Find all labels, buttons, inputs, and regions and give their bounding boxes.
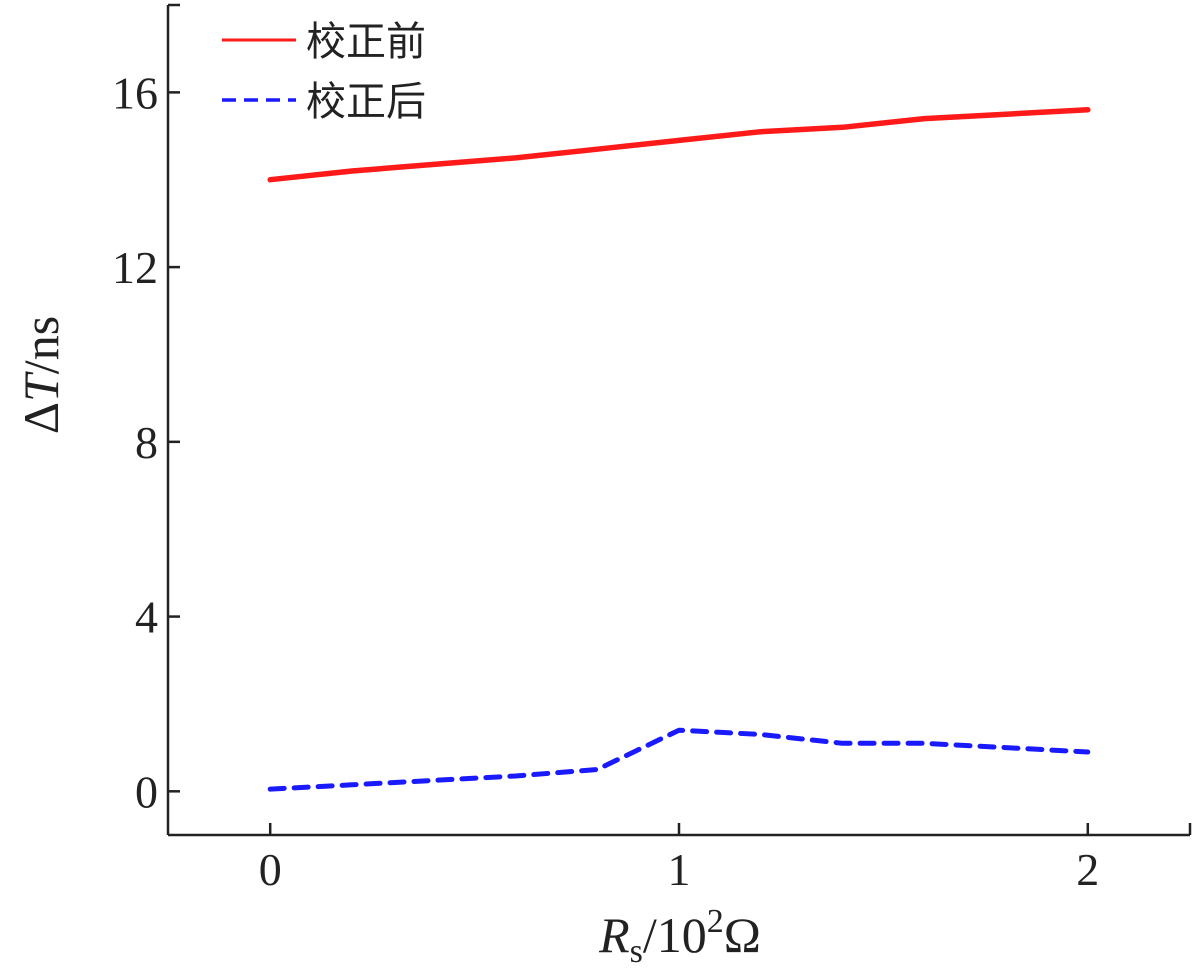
legend-label-after: 校正后 bbox=[306, 79, 426, 125]
x-label-main: R bbox=[598, 907, 630, 963]
legend-label-before: 校正前 bbox=[306, 19, 426, 65]
y-tick-label: 16 bbox=[112, 67, 158, 118]
y-tick-label: 12 bbox=[112, 242, 158, 293]
x-tick-label: 0 bbox=[259, 844, 282, 895]
y-label-main: T bbox=[13, 371, 69, 402]
series-line-after bbox=[267, 727, 1091, 792]
x-label-sub: s bbox=[630, 933, 643, 970]
legend: 校正前 校正后 bbox=[222, 19, 426, 125]
y-ticks: 0 4 8 12 16 bbox=[112, 67, 180, 817]
y-tick-label: 0 bbox=[135, 766, 158, 817]
x-label-unit: Ω bbox=[724, 907, 761, 963]
y-label-delta: Δ bbox=[13, 402, 69, 434]
y-tick-label: 8 bbox=[135, 417, 158, 468]
x-label-rest: /10 bbox=[643, 907, 707, 963]
x-ticks: 0 1 2 bbox=[259, 823, 1099, 895]
y-label-rest: /ns bbox=[13, 316, 69, 374]
series-line-before bbox=[267, 107, 1091, 183]
x-label-sup: 2 bbox=[707, 903, 724, 940]
x-tick-label: 1 bbox=[668, 844, 691, 895]
series-layer bbox=[267, 107, 1091, 792]
y-axis-label: ΔT/ns bbox=[13, 316, 69, 434]
y-tick-label: 4 bbox=[135, 592, 158, 643]
x-tick-label: 2 bbox=[1076, 844, 1099, 895]
x-axis-label: Rs/102Ω bbox=[598, 903, 761, 970]
